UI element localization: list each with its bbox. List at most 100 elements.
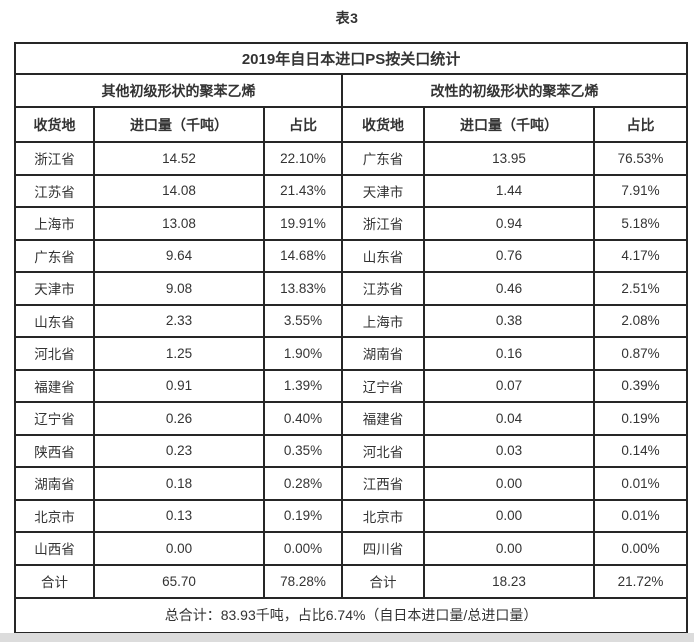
region-cell: 天津市: [14, 271, 95, 306]
region-cell: 福建省: [14, 368, 95, 403]
volume-cell: 0.00: [423, 466, 595, 501]
share-cell: 22.10%: [263, 141, 343, 176]
share-cell: 0.39%: [592, 368, 689, 403]
share-cell: 5.18%: [592, 206, 689, 241]
region-cell: 湖南省: [14, 466, 95, 501]
volume-cell: 13.95: [423, 141, 595, 176]
table-row: 山西省 0.00 0.00% 四川省 0.00 0.00%: [14, 531, 689, 566]
share-cell: 1.39%: [263, 368, 343, 403]
volume-cell: 0.94: [423, 206, 595, 241]
region-cell: 湖南省: [341, 336, 425, 371]
column-header-row: 收货地 进口量（千吨） 占比 收货地 进口量（千吨） 占比: [14, 106, 689, 143]
volume-cell: 0.76: [423, 238, 595, 273]
share-cell: 4.17%: [592, 238, 689, 273]
volume-cell: 9.08: [93, 271, 265, 306]
table-row: 江苏省 14.08 21.43% 天津市 1.44 7.91%: [14, 173, 689, 208]
volume-cell: 0.46: [423, 271, 595, 306]
share-cell: 0.01%: [592, 466, 689, 501]
share-cell: 3.55%: [263, 303, 343, 338]
page-edge-strip: [0, 633, 694, 642]
table-row: 辽宁省 0.26 0.40% 福建省 0.04 0.19%: [14, 401, 689, 436]
total-label-cell: 合计: [341, 563, 425, 599]
region-cell: 辽宁省: [14, 401, 95, 436]
share-cell: 0.00%: [263, 531, 343, 566]
col-header-volume-left: 进口量（千吨）: [93, 106, 265, 143]
table-row: 山东省 2.33 3.55% 上海市 0.38 2.08%: [14, 303, 689, 338]
volume-cell: 0.16: [423, 336, 595, 371]
table-row: 天津市 9.08 13.83% 江苏省 0.46 2.51%: [14, 271, 689, 306]
region-cell: 福建省: [341, 401, 425, 436]
volume-cell: 0.38: [423, 303, 595, 338]
volume-cell: 0.00: [423, 498, 595, 533]
share-cell: 19.91%: [263, 206, 343, 241]
total-volume-cell: 65.70: [93, 563, 265, 599]
share-cell: 0.14%: [592, 433, 689, 468]
share-cell: 0.87%: [592, 336, 689, 371]
volume-cell: 14.08: [93, 173, 265, 208]
table-title: 2019年自日本进口PS按关口统计: [13, 42, 689, 75]
section-header-other-ps: 其他初级形状的聚苯乙烯: [14, 73, 343, 108]
share-cell: 0.01%: [592, 498, 689, 533]
col-header-region-right: 收货地: [341, 106, 425, 143]
region-cell: 浙江省: [341, 206, 425, 241]
region-cell: 四川省: [341, 531, 425, 566]
volume-cell: 0.00: [93, 531, 265, 566]
region-cell: 广东省: [341, 141, 425, 176]
total-volume-cell: 18.23: [423, 563, 595, 599]
table-row: 广东省 9.64 14.68% 山东省 0.76 4.17%: [14, 238, 689, 273]
section-header-row: 其他初级形状的聚苯乙烯 改性的初级形状的聚苯乙烯: [14, 73, 689, 108]
col-header-volume-right: 进口量（千吨）: [423, 106, 595, 143]
share-cell: 14.68%: [263, 238, 343, 273]
volume-cell: 0.91: [93, 368, 265, 403]
table-row: 湖南省 0.18 0.28% 江西省 0.00 0.01%: [14, 466, 689, 501]
volume-cell: 0.26: [93, 401, 265, 436]
volume-cell: 0.13: [93, 498, 265, 533]
volume-cell: 0.23: [93, 433, 265, 468]
table-caption: 表3: [335, 10, 359, 26]
share-cell: 0.28%: [263, 466, 343, 501]
volume-cell: 1.44: [423, 173, 595, 208]
section-header-modified-ps: 改性的初级形状的聚苯乙烯: [340, 73, 689, 108]
grand-total-text: 总合计：83.93千吨，占比6.74%（自日本进口量/总进口量）: [13, 596, 689, 634]
table-title-row: 2019年自日本进口PS按关口统计: [13, 42, 689, 75]
share-cell: 76.53%: [592, 141, 689, 176]
share-cell: 7.91%: [592, 173, 689, 208]
total-row: 合计 65.70 78.28% 合计 18.23 21.72%: [14, 563, 689, 599]
share-cell: 0.19%: [263, 498, 343, 533]
region-cell: 辽宁省: [341, 368, 425, 403]
table-row: 陕西省 0.23 0.35% 河北省 0.03 0.14%: [14, 433, 689, 468]
volume-cell: 0.07: [423, 368, 595, 403]
total-share-cell: 78.28%: [263, 563, 343, 599]
volume-cell: 1.25: [93, 336, 265, 371]
col-header-region-left: 收货地: [14, 106, 95, 143]
volume-cell: 0.00: [423, 531, 595, 566]
table-row: 福建省 0.91 1.39% 辽宁省 0.07 0.39%: [14, 368, 689, 403]
region-cell: 陕西省: [14, 433, 95, 468]
grand-total-row: 总合计：83.93千吨，占比6.74%（自日本进口量/总进口量）: [13, 596, 689, 634]
region-cell: 上海市: [341, 303, 425, 338]
region-cell: 河北省: [341, 433, 425, 468]
region-cell: 山东省: [341, 238, 425, 273]
volume-cell: 0.18: [93, 466, 265, 501]
import-stats-table: 2019年自日本进口PS按关口统计 其他初级形状的聚苯乙烯 改性的初级形状的聚苯…: [13, 42, 689, 634]
region-cell: 北京市: [14, 498, 95, 533]
share-cell: 0.35%: [263, 433, 343, 468]
table-row: 北京市 0.13 0.19% 北京市 0.00 0.01%: [14, 498, 689, 533]
volume-cell: 14.52: [93, 141, 265, 176]
share-cell: 0.00%: [592, 531, 689, 566]
region-cell: 天津市: [341, 173, 425, 208]
share-cell: 2.51%: [592, 271, 689, 306]
region-cell: 山东省: [14, 303, 95, 338]
region-cell: 广东省: [14, 238, 95, 273]
total-share-cell: 21.72%: [592, 563, 689, 599]
volume-cell: 2.33: [93, 303, 265, 338]
region-cell: 北京市: [341, 498, 425, 533]
table-row: 河北省 1.25 1.90% 湖南省 0.16 0.87%: [14, 336, 689, 371]
col-header-share-left: 占比: [263, 106, 343, 143]
total-label-cell: 合计: [14, 563, 95, 599]
region-cell: 江苏省: [341, 271, 425, 306]
table-row: 上海市 13.08 19.91% 浙江省 0.94 5.18%: [14, 206, 689, 241]
volume-cell: 0.04: [423, 401, 595, 436]
volume-cell: 13.08: [93, 206, 265, 241]
